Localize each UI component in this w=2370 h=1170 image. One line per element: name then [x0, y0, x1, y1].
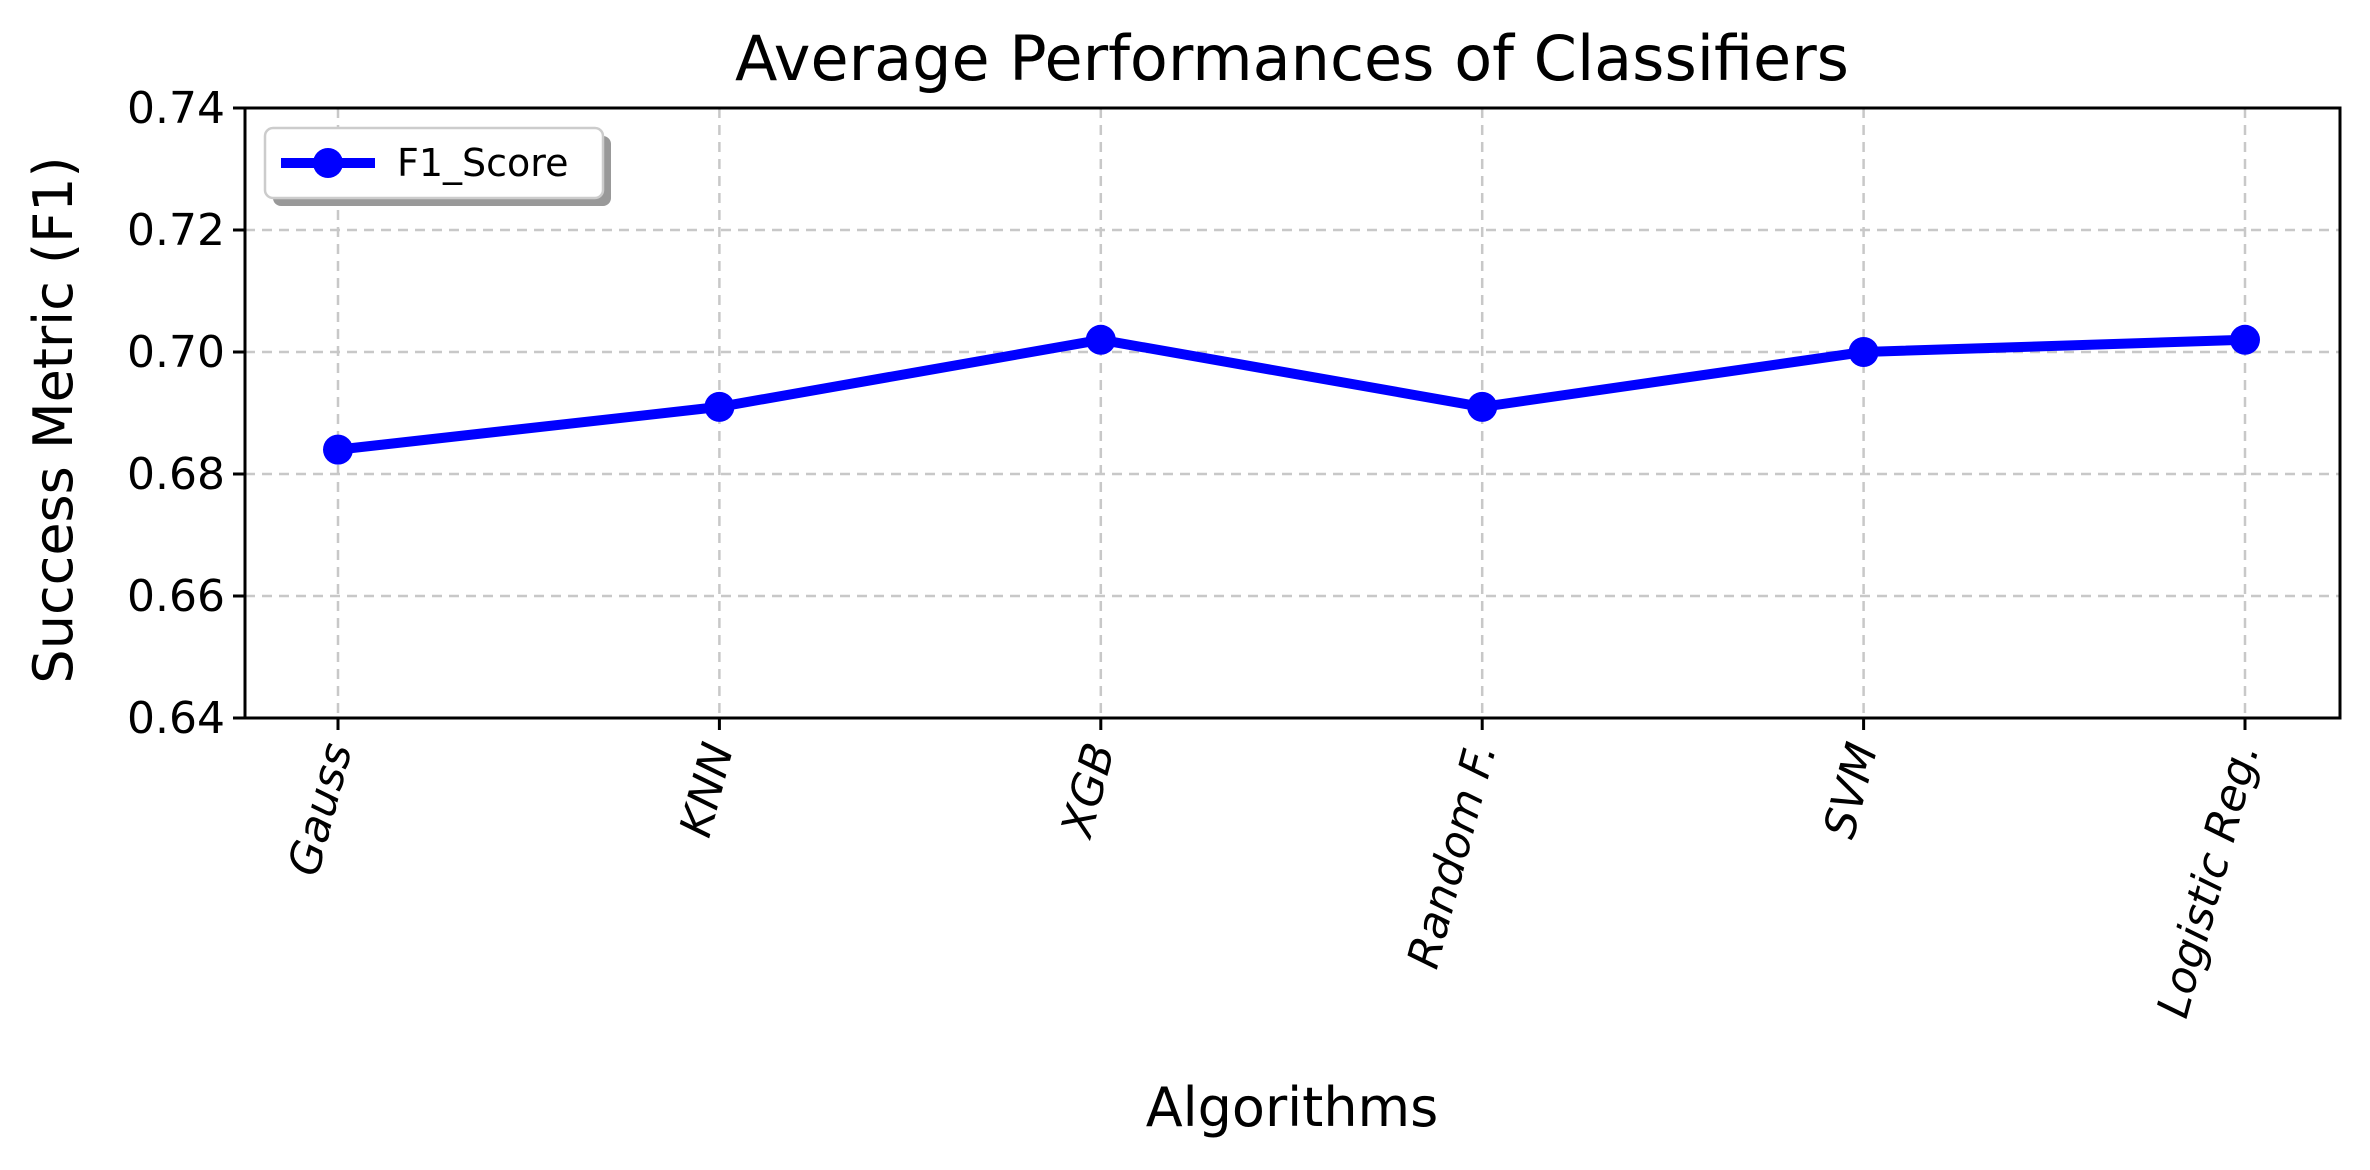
data-point — [2230, 324, 2260, 355]
series-layer — [323, 324, 2260, 465]
x-tick-label: KNN — [670, 738, 744, 843]
x-axis-label: Algorithms — [1146, 1076, 1439, 1139]
y-axis-label: Success Metric (F1) — [22, 156, 85, 683]
x-tick-label: Random F. — [1398, 738, 1507, 974]
data-point — [1467, 391, 1498, 422]
data-point — [1085, 324, 1116, 355]
legend-box — [263, 126, 605, 200]
x-tick-label: XGB — [1051, 738, 1125, 844]
y-tick-label: 0.68 — [127, 449, 225, 500]
legend: F1_Score — [263, 126, 611, 206]
y-tick-label: 0.66 — [127, 571, 225, 622]
data-point — [323, 434, 353, 465]
legend-marker — [313, 148, 343, 178]
chart-title: Average Performances of Classifiers — [735, 22, 1849, 95]
y-tick-label: 0.64 — [127, 693, 225, 744]
data-point — [704, 391, 735, 422]
y-tick-label: 0.74 — [127, 83, 225, 134]
x-tick-label: Logistic Reg. — [2147, 738, 2269, 1023]
series-line — [333, 334, 2250, 455]
y-tick-label: 0.70 — [127, 327, 225, 378]
axes: 0.64 0.66 0.68 0.70 0.72 0.74 Gauss KNN XGB Rando… — [127, 83, 2342, 1023]
data-point — [1848, 337, 1879, 367]
x-tick-label: Gauss — [278, 738, 362, 881]
plot-frame — [243, 106, 2342, 720]
x-tick-label: SVM — [1814, 738, 1888, 844]
legend-label: F1_Score — [397, 141, 568, 185]
y-tick-label: 0.72 — [127, 205, 225, 256]
